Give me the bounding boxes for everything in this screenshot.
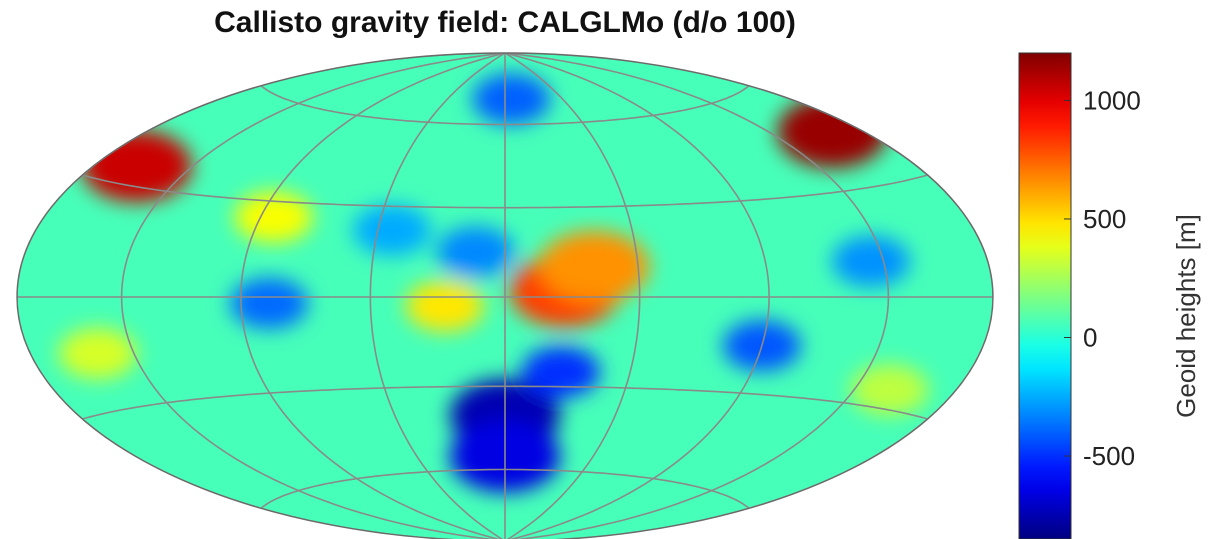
anomaly-11 (831, 235, 911, 287)
anomaly-13 (352, 204, 431, 256)
colorbar (1018, 52, 1072, 539)
map-outline (16, 52, 994, 539)
colorbar-label: Geoid heights [m] (1171, 214, 1201, 418)
anomaly-4 (405, 280, 485, 332)
colorbar-tick-label: 0 (1083, 322, 1097, 352)
anomaly-14 (436, 226, 515, 278)
anomaly-1 (777, 95, 888, 168)
anomaly-3 (538, 230, 650, 303)
anomaly-8 (229, 277, 309, 329)
colorbar-tick-label: -500 (1083, 441, 1135, 471)
parallel--60 (260, 468, 750, 509)
anomaly-0 (81, 130, 192, 203)
map-area (17, 53, 993, 539)
parallel-60 (260, 85, 750, 126)
parallel--30 (82, 385, 928, 420)
parallel-30 (82, 174, 928, 209)
colorbar-tick-label: 1000 (1083, 85, 1141, 115)
anomaly-12 (472, 73, 551, 125)
chart-title: Callisto gravity field: CALGLMo (d/o 100… (214, 6, 796, 39)
colorbar-tick-label: 500 (1083, 204, 1126, 234)
anomaly-7 (521, 346, 600, 398)
anomaly-15 (58, 327, 137, 379)
anomaly-16 (850, 364, 929, 416)
